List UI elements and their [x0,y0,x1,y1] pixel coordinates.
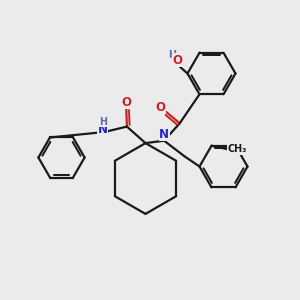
Text: N: N [98,123,108,136]
Text: H: H [99,116,107,127]
Text: H: H [169,50,176,60]
Text: CH₃: CH₃ [228,144,247,154]
Text: O: O [172,53,183,67]
Text: O: O [121,95,131,109]
Text: O: O [156,101,166,114]
Text: N: N [159,128,169,141]
